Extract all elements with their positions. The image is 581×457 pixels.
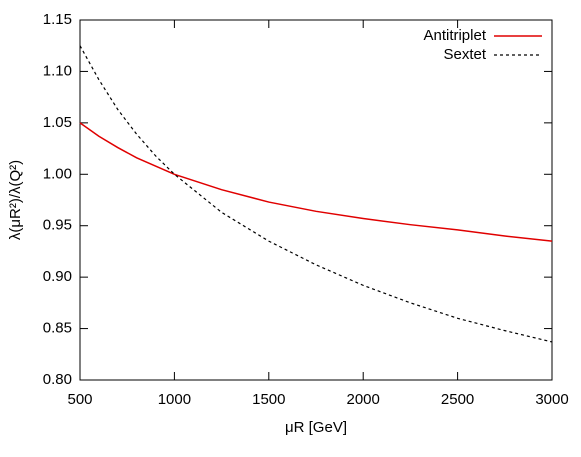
- y-tick-label: 1.10: [43, 62, 72, 79]
- y-tick-label: 0.80: [43, 371, 72, 388]
- y-tick-label: 0.95: [43, 217, 72, 234]
- y-axis-label: λ(μR²)/λ(Q²): [7, 160, 24, 240]
- x-tick-label: 500: [67, 391, 92, 408]
- y-tick-label: 1.15: [43, 11, 72, 28]
- x-axis-label: μR [GeV]: [285, 419, 347, 436]
- legend-label: Antitriplet: [423, 27, 486, 44]
- y-tick-label: 0.90: [43, 268, 72, 285]
- x-tick-label: 2000: [347, 391, 380, 408]
- legend-label: Sextet: [443, 46, 486, 63]
- y-tick-label: 0.85: [43, 320, 72, 337]
- y-tick-label: 1.05: [43, 114, 72, 131]
- series-line: [79, 122, 553, 242]
- x-tick-label: 1000: [158, 391, 191, 408]
- series-line: [79, 45, 553, 343]
- plot-frame: [79, 19, 553, 381]
- x-tick-label: 1500: [252, 391, 285, 408]
- x-tick-label: 3000: [535, 391, 568, 408]
- x-tick-label: 2500: [441, 391, 474, 408]
- y-tick-label: 1.00: [43, 165, 72, 182]
